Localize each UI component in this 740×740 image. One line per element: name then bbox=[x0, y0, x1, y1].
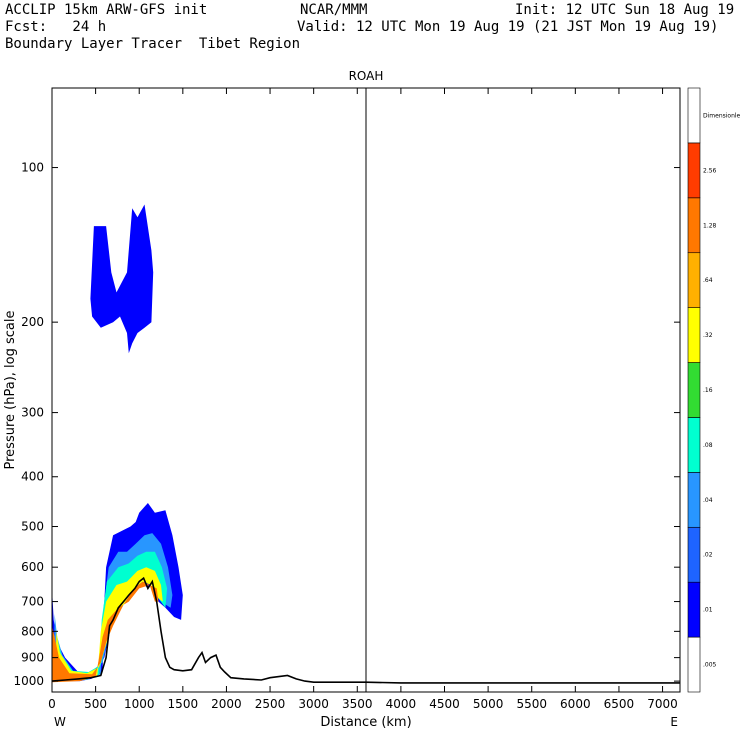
colorbar-swatch-1 bbox=[687, 581, 701, 638]
colorbar-label: .02 bbox=[703, 552, 713, 559]
colorbar-swatch-5 bbox=[687, 362, 701, 418]
chart-title: ROAH bbox=[349, 69, 384, 83]
x-tick-label: 5000 bbox=[473, 697, 504, 711]
valid-time: Valid: 12 UTC Mon 19 Aug 19 (21 JST Mon … bbox=[297, 19, 719, 35]
colorbar-label: .16 bbox=[703, 387, 713, 394]
x-tick-label: 500 bbox=[84, 697, 107, 711]
colorbar-swatch-8 bbox=[687, 197, 701, 254]
colorbar-swatch-0 bbox=[687, 636, 701, 693]
x-tick-label: 0 bbox=[48, 697, 56, 711]
colorbar-label: 2.56 bbox=[703, 167, 717, 174]
colorbar-label: Dimensionless bbox=[703, 112, 740, 119]
colorbar-swatch-4 bbox=[687, 417, 701, 473]
x-tick-label: 4500 bbox=[429, 697, 460, 711]
init-time: Init: 12 UTC Sun 18 Aug 19 bbox=[515, 2, 735, 18]
y-tick-label: 600 bbox=[21, 560, 44, 574]
contour-region-5 bbox=[52, 581, 159, 683]
x-tick-label: 1500 bbox=[168, 697, 199, 711]
run-title: ACCLIP 15km ARW-GFS init bbox=[5, 2, 208, 18]
colorbar-label: .32 bbox=[703, 332, 713, 339]
y-tick-label: 1000 bbox=[13, 674, 44, 688]
x-tick-label: 3500 bbox=[342, 697, 373, 711]
x-tick-label: 6000 bbox=[560, 697, 591, 711]
colorbar-label: .08 bbox=[703, 442, 713, 449]
contour-region-0 bbox=[90, 204, 154, 354]
y-tick-label: 900 bbox=[21, 651, 44, 665]
x-tick-label: 7000 bbox=[647, 697, 678, 711]
x-tick-label: 1000 bbox=[124, 697, 155, 711]
x-tick-label: 3000 bbox=[298, 697, 329, 711]
plot-subtitle: Boundary Layer Tracer Tibet Region bbox=[5, 36, 301, 52]
y-tick-label: 100 bbox=[21, 161, 44, 175]
x-tick-label: 5500 bbox=[516, 697, 547, 711]
colorbar-top-cap bbox=[687, 87, 701, 144]
colorbar-swatch-7 bbox=[687, 252, 701, 308]
y-axis-label: Pressure (hPa), log scale bbox=[3, 311, 18, 470]
y-tick-label: 700 bbox=[21, 595, 44, 609]
y-tick-label: 500 bbox=[21, 520, 44, 534]
colorbar-label: 1.28 bbox=[703, 222, 717, 229]
x-tick-label: 2000 bbox=[211, 697, 242, 711]
x-end-label-left: W bbox=[54, 715, 66, 729]
colorbar-swatch-6 bbox=[687, 307, 701, 363]
y-tick-label: 300 bbox=[21, 406, 44, 420]
colorbar-label: .64 bbox=[703, 277, 713, 284]
colorbar-swatch-3 bbox=[687, 472, 701, 528]
x-axis-label: Distance (km) bbox=[320, 715, 411, 730]
x-end-label-right: E bbox=[670, 715, 678, 729]
plot-frame bbox=[51, 87, 681, 693]
y-tick-label: 400 bbox=[21, 470, 44, 484]
y-tick-label: 200 bbox=[21, 315, 44, 329]
y-tick-label: 800 bbox=[21, 624, 44, 638]
colorbar-label: .04 bbox=[703, 497, 713, 504]
x-tick-label: 4000 bbox=[386, 697, 417, 711]
colorbar-swatch-9 bbox=[687, 142, 701, 199]
terrain-line bbox=[51, 576, 680, 684]
x-tick-label: 2500 bbox=[255, 697, 286, 711]
colorbar-swatch-2 bbox=[687, 526, 701, 583]
org-label: NCAR/MMM bbox=[300, 2, 368, 18]
colorbar-label: .005 bbox=[703, 662, 717, 669]
forecast-hour: Fcst: 24 h bbox=[5, 19, 107, 35]
x-tick-label: 6500 bbox=[604, 697, 635, 711]
colorbar-label: .01 bbox=[703, 607, 713, 614]
